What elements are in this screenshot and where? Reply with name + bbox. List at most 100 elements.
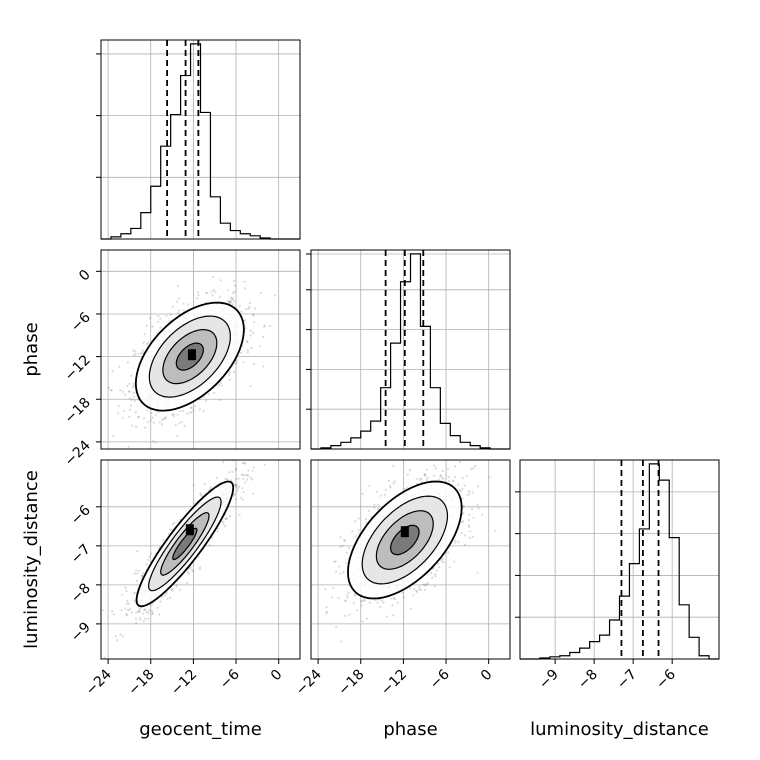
scatter-point bbox=[390, 597, 393, 600]
x-axis-label: phase bbox=[383, 719, 437, 740]
scatter-point bbox=[441, 476, 444, 479]
x-axis-label: luminosity_distance bbox=[530, 719, 709, 740]
scatter-point bbox=[247, 474, 250, 477]
y-tick-label: −8 bbox=[68, 580, 94, 606]
scatter-point bbox=[166, 597, 169, 600]
scatter-point bbox=[488, 476, 491, 479]
scatter-point bbox=[146, 409, 149, 412]
scatter-point bbox=[376, 507, 380, 510]
scatter-point bbox=[468, 536, 471, 539]
scatter-point bbox=[235, 485, 238, 488]
scatter-point bbox=[402, 596, 405, 599]
scatter-point bbox=[171, 587, 174, 590]
scatter-panel-geocent_time-vs-luminosity_distance bbox=[101, 460, 300, 659]
scatter-point bbox=[468, 525, 471, 529]
scatter-point bbox=[149, 419, 152, 422]
scatter-point bbox=[134, 411, 137, 414]
scatter-point bbox=[263, 463, 266, 466]
scatter-point bbox=[169, 528, 172, 531]
scatter-point bbox=[438, 566, 441, 569]
scatter-point bbox=[252, 466, 255, 469]
scatter-point bbox=[145, 343, 149, 346]
scatter-point bbox=[259, 291, 262, 295]
scatter-point bbox=[345, 551, 348, 554]
scatter-point bbox=[112, 434, 115, 437]
scatter-point bbox=[337, 565, 340, 568]
scatter-point bbox=[263, 325, 266, 328]
scatter-point bbox=[234, 468, 237, 472]
scatter-point bbox=[214, 291, 217, 294]
scatter-point bbox=[234, 362, 237, 365]
scatter-point bbox=[434, 467, 437, 470]
scatter-point bbox=[222, 461, 225, 464]
scatter-point bbox=[137, 569, 140, 572]
scatter-point bbox=[351, 530, 354, 533]
scatter-panel-geocent_time-vs-phase bbox=[101, 250, 300, 449]
scatter-point bbox=[463, 484, 466, 487]
scatter-point bbox=[333, 560, 336, 563]
scatter-point bbox=[224, 517, 227, 521]
scatter-point bbox=[234, 485, 237, 488]
y-tick-label: −24 bbox=[62, 437, 94, 469]
scatter-point bbox=[225, 517, 228, 520]
scatter-point bbox=[453, 560, 456, 563]
scatter-point bbox=[125, 613, 128, 616]
scatter-point bbox=[470, 467, 473, 470]
scatter-point bbox=[137, 415, 140, 418]
scatter-point bbox=[341, 544, 344, 547]
scatter-point bbox=[126, 384, 129, 387]
scatter-point bbox=[248, 302, 251, 305]
scatter-point bbox=[202, 395, 206, 399]
scatter-point bbox=[494, 529, 497, 532]
scatter-point bbox=[416, 477, 419, 480]
scatter-point bbox=[213, 391, 216, 394]
scatter-point bbox=[452, 479, 455, 482]
scatter-point bbox=[137, 352, 140, 355]
scatter-point bbox=[345, 594, 349, 597]
scatter-point bbox=[460, 532, 463, 535]
scatter-point bbox=[263, 324, 266, 327]
scatter-point bbox=[141, 574, 144, 578]
scatter-point bbox=[433, 464, 436, 467]
panel-content bbox=[101, 250, 300, 449]
scatter-point bbox=[226, 478, 229, 481]
scatter-point bbox=[374, 599, 377, 602]
scatter-point bbox=[144, 608, 147, 611]
scatter-point bbox=[463, 534, 466, 537]
scatter-point bbox=[172, 415, 175, 418]
scatter-point bbox=[203, 483, 206, 486]
scatter-point bbox=[174, 423, 177, 426]
scatter-point bbox=[170, 528, 173, 531]
scatter-point bbox=[150, 610, 153, 613]
scatter-point bbox=[148, 609, 151, 612]
scatter-point bbox=[334, 560, 337, 563]
scatter-point bbox=[458, 488, 462, 492]
scatter-point bbox=[243, 474, 246, 477]
scatter-point bbox=[233, 290, 236, 293]
scatter-point bbox=[235, 483, 238, 486]
scatter-point bbox=[205, 399, 208, 402]
scatter-point bbox=[240, 310, 243, 313]
histogram-panel-geocent_time bbox=[96, 40, 300, 240]
scatter-point bbox=[136, 572, 139, 575]
x-tick-label: −8 bbox=[575, 667, 601, 693]
panel-frame bbox=[310, 459, 511, 660]
scatter-point bbox=[239, 496, 242, 499]
scatter-point bbox=[424, 583, 427, 586]
scatter-point bbox=[233, 370, 236, 374]
scatter-point bbox=[171, 523, 174, 526]
scatter-point bbox=[164, 417, 167, 420]
histogram-step-luminosity_distance bbox=[520, 463, 719, 660]
scatter-point bbox=[165, 314, 168, 317]
scatter-point bbox=[425, 468, 428, 471]
scatter-point bbox=[389, 484, 392, 488]
scatter-point bbox=[325, 606, 328, 609]
x-tick-label: −6 bbox=[217, 666, 243, 692]
scatter-point bbox=[171, 305, 174, 308]
scatter-point bbox=[252, 314, 255, 317]
y-tick-label: −9 bbox=[68, 619, 94, 645]
scatter-point bbox=[368, 601, 371, 605]
scatter-point bbox=[160, 596, 163, 599]
scatter-point bbox=[235, 359, 238, 362]
scatter-point bbox=[401, 591, 404, 595]
